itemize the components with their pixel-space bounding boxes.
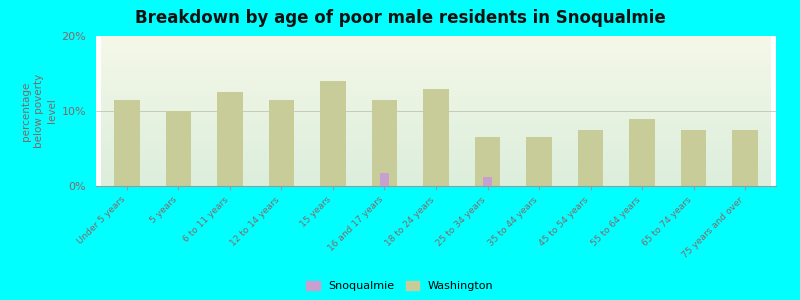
Bar — [732, 130, 758, 186]
Bar — [380, 172, 389, 186]
Bar — [423, 88, 449, 186]
Bar — [320, 81, 346, 186]
Text: Breakdown by age of poor male residents in Snoqualmie: Breakdown by age of poor male residents … — [134, 9, 666, 27]
Bar — [681, 130, 706, 186]
Bar — [578, 130, 603, 186]
Bar — [166, 111, 191, 186]
Bar — [114, 100, 140, 186]
Legend: Snoqualmie, Washington: Snoqualmie, Washington — [306, 281, 494, 291]
Bar — [629, 118, 655, 186]
Bar — [269, 100, 294, 186]
Bar — [372, 100, 398, 186]
Y-axis label: percentage
below poverty
level: percentage below poverty level — [21, 74, 58, 148]
Bar — [217, 92, 243, 186]
Bar — [526, 137, 552, 186]
Bar — [483, 177, 492, 186]
Bar — [474, 137, 500, 186]
